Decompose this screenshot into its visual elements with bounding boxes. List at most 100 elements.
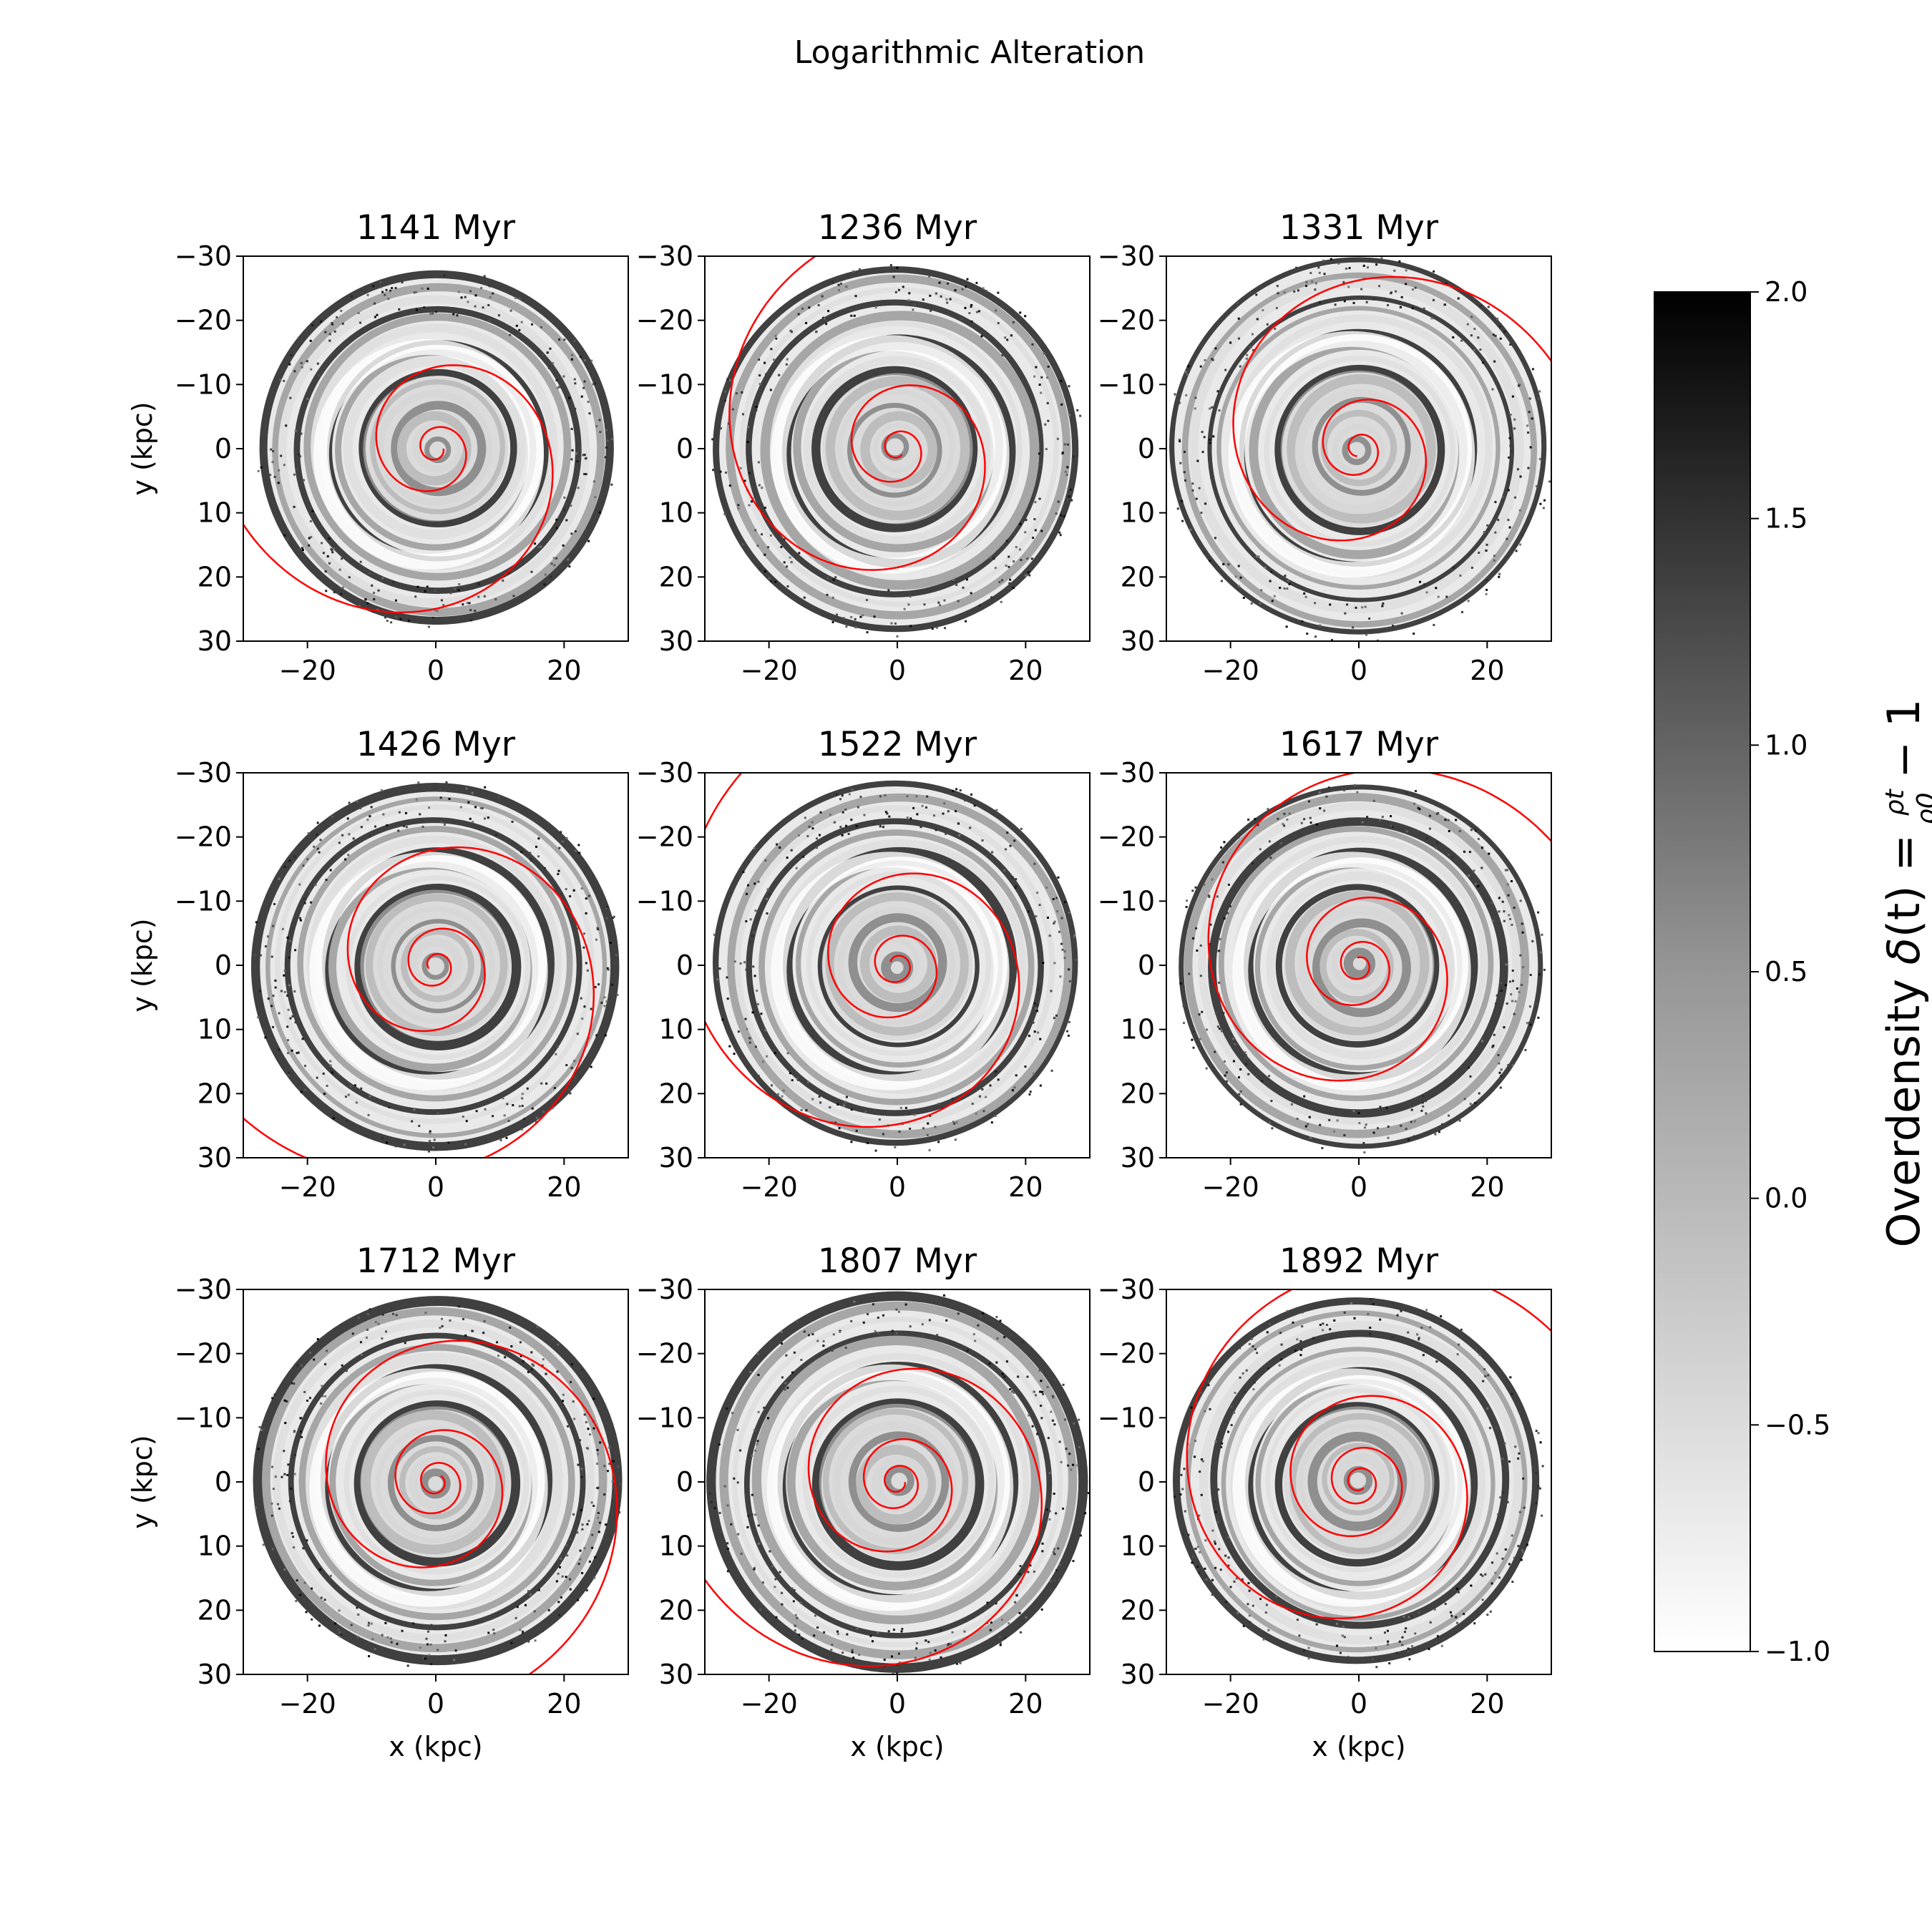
density-speck [273, 1393, 276, 1396]
density-speck [1295, 266, 1298, 269]
density-speck [1283, 824, 1286, 827]
density-speck [1180, 1473, 1183, 1476]
y-tick-label: −30 [636, 1274, 693, 1305]
density-speck [1425, 1309, 1428, 1312]
density-speck [1521, 1551, 1524, 1553]
density-speck [341, 586, 344, 589]
density-speck [1279, 1332, 1282, 1335]
density-speck [487, 796, 490, 799]
density-speck [493, 1632, 496, 1635]
density-speck [1387, 1640, 1390, 1643]
density-speck [1247, 1073, 1250, 1075]
density-speck [348, 833, 351, 836]
density-speck [767, 1417, 770, 1420]
y-tick-label: −10 [1098, 885, 1155, 917]
density-speck [739, 962, 742, 965]
density-speck [1239, 1103, 1242, 1106]
density-speck [799, 1601, 802, 1604]
density-speck [796, 1320, 799, 1323]
density-speck [711, 438, 714, 441]
density-speck [1535, 1002, 1538, 1005]
density-speck [1237, 1076, 1240, 1079]
density-speck [1495, 1426, 1498, 1429]
density-speck [1435, 587, 1438, 590]
density-speck [316, 362, 319, 365]
density-speck [1529, 973, 1532, 976]
density-speck [1182, 1005, 1185, 1008]
density-speck [790, 561, 793, 564]
density-speck [264, 945, 267, 948]
density-speck [1381, 605, 1384, 608]
x-tick-label: 20 [547, 1171, 581, 1203]
density-speck [1068, 1453, 1071, 1455]
density-speck [1433, 270, 1435, 273]
density-speck [748, 472, 751, 474]
density-speck [340, 592, 343, 595]
colorbar-tick-label: −1.0 [1765, 1636, 1830, 1667]
density-speck [850, 819, 853, 821]
density-speck [333, 330, 336, 333]
density-speck [427, 625, 430, 628]
density-speck [1186, 899, 1189, 902]
x-tick-label: 20 [547, 655, 581, 686]
density-speck [594, 496, 597, 499]
density-speck [1257, 555, 1260, 558]
density-speck [618, 1511, 621, 1513]
density-speck [1444, 303, 1447, 306]
density-speck [429, 1643, 432, 1646]
density-speck [517, 334, 519, 337]
density-speck [815, 330, 818, 333]
density-speck [897, 1652, 900, 1655]
density-speck [803, 1330, 806, 1333]
density-speck [1251, 333, 1254, 336]
density-speck [452, 313, 455, 316]
density-speck [728, 1045, 731, 1048]
y-tick-label: 20 [197, 1078, 232, 1109]
density-speck [1078, 1418, 1080, 1421]
density-speck [1500, 1075, 1503, 1078]
density-speck [995, 1602, 997, 1605]
density-speck [465, 787, 468, 790]
density-speck [1047, 419, 1050, 422]
density-speck [946, 301, 949, 304]
density-speck [872, 823, 875, 826]
density-speck [1217, 1488, 1220, 1491]
density-speck [1214, 537, 1216, 540]
disk-core [360, 889, 512, 1041]
density-speck [736, 1481, 739, 1484]
density-speck [1204, 1567, 1206, 1570]
density-speck [424, 590, 426, 592]
density-speck [1214, 1050, 1216, 1053]
density-speck [1209, 1407, 1211, 1410]
density-speck [540, 545, 542, 548]
density-speck [953, 1122, 956, 1125]
density-speck [994, 1114, 997, 1117]
density-speck [597, 1531, 600, 1533]
density-speck [1519, 899, 1522, 902]
density-speck [783, 538, 786, 541]
density-speck [757, 1542, 760, 1545]
density-ring [1207, 295, 1515, 602]
density-speck [813, 1634, 816, 1637]
density-speck [423, 306, 426, 309]
density-speck [1508, 1563, 1511, 1566]
density-speck [811, 827, 814, 830]
density-speck [1285, 625, 1288, 628]
density-speck [1243, 1390, 1246, 1393]
density-speck [396, 1642, 399, 1645]
density-speck [1303, 592, 1306, 595]
density-speck [966, 1350, 969, 1352]
density-speck [1334, 303, 1337, 306]
density-speck [731, 408, 734, 411]
density-speck [573, 1418, 576, 1420]
density-speck [353, 1084, 356, 1087]
density-speck [1079, 414, 1082, 417]
density-speck [743, 961, 746, 964]
density-speck [488, 285, 491, 288]
density-speck [592, 1427, 595, 1430]
density-speck [369, 834, 371, 837]
density-speck [1531, 940, 1534, 942]
density-speck [1355, 606, 1357, 609]
density-speck [428, 806, 431, 809]
density-speck [300, 361, 303, 364]
